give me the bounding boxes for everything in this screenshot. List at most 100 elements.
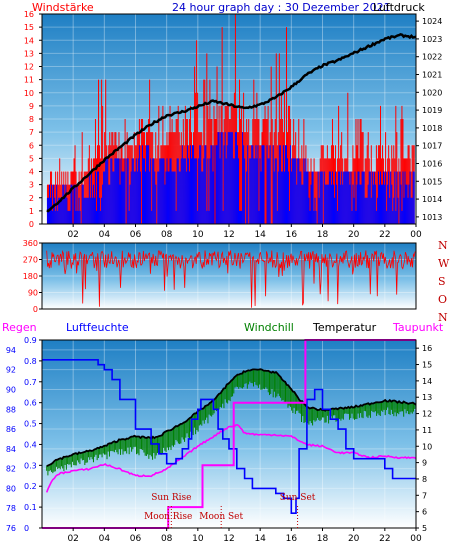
temperature-y-tick-label: 12 (422, 410, 432, 419)
pressure-y-tick-label: 1016 (422, 159, 442, 168)
humidity-line (42, 359, 416, 514)
humidity-y-tick-label: 78 (6, 504, 16, 513)
windchill-label: Windchill (244, 321, 294, 334)
temperature-y-tick-label: 15 (422, 361, 432, 370)
pressure-y-tick-label: 1021 (422, 71, 442, 80)
wind-direction-line (46, 249, 416, 308)
x-tick-label: 12 (223, 534, 234, 544)
pressure-y-tick-label: 1024 (422, 17, 442, 26)
pressure-y-tick-label: 1015 (422, 177, 442, 186)
dewpoint-label: Taupunkt (392, 321, 444, 334)
x-tick-label: 00 (410, 534, 422, 544)
wind-y-tick-label: 0 (29, 220, 34, 229)
wind-y-tick-label: 12 (24, 63, 34, 72)
wind-speed-label: Windstärke (32, 1, 94, 14)
compass-label: O (438, 293, 447, 306)
wind-y-tick-label: 15 (24, 23, 34, 32)
humidity-y-tick-label: 90 (6, 385, 16, 394)
rain-y-tick-label: 0.8 (24, 357, 37, 366)
humidity-y-tick-label: 86 (6, 425, 16, 434)
wind-direction-frame (41, 242, 417, 310)
rain-y-tick-label: 0.1 (24, 503, 37, 512)
x-tick-label: 20 (348, 230, 360, 240)
pressure-y-tick-label: 1018 (422, 124, 442, 133)
humidity-y-tick-label: 76 (6, 524, 16, 533)
pressure-y-tick-label: 1014 (422, 195, 442, 204)
x-tick-label: 10 (192, 230, 204, 240)
wind-y-tick-label: 1 (29, 207, 34, 216)
rain-line (42, 339, 416, 529)
direction-y-tick-label: 90 (28, 289, 38, 298)
temperature-y-tick-label: 8 (422, 475, 427, 484)
pressure-y-tick-label: 1013 (422, 213, 442, 222)
wind-y-tick-label: 14 (24, 36, 34, 45)
humidity-label: Luftfeuchte (66, 321, 129, 334)
x-tick-label: 08 (161, 534, 173, 544)
x-tick-label: 06 (130, 534, 142, 544)
x-tick-label: 00 (410, 230, 422, 240)
wind-y-tick-label: 5 (29, 154, 34, 163)
x-tick-label: 04 (99, 534, 111, 544)
temperature-y-tick-label: 16 (422, 344, 432, 353)
x-tick-label: 22 (379, 534, 390, 544)
temperature-y-tick-label: 6 (422, 508, 427, 517)
x-tick-label: 12 (223, 230, 234, 240)
temperature-y-tick-label: 9 (422, 459, 427, 468)
wind-y-tick-label: 2 (29, 194, 34, 203)
x-tick-label: 14 (254, 230, 266, 240)
humidity-y-tick-label: 88 (6, 405, 16, 414)
astro-events: Moon Rise Sun Rise Moon Set Sun Set (144, 493, 316, 528)
x-tick-label: 06 (130, 230, 142, 240)
event-label: Moon Rise (144, 512, 192, 522)
temperature-y-tick-label: 5 (422, 524, 427, 533)
wind-pressure-axes: 0123456789101112131415161013101410151016… (24, 10, 443, 240)
chart-title: 24 hour graph day : 30 Dezember 2021 (172, 1, 391, 14)
wind-y-tick-label: 13 (24, 49, 34, 58)
compass-label: W (438, 257, 450, 270)
wind-y-tick-label: 16 (24, 10, 34, 19)
x-tick-label: 10 (192, 534, 204, 544)
wind-y-tick-label: 10 (24, 89, 34, 98)
humidity-y-tick-label: 80 (6, 484, 16, 493)
humidity-y-tick-label: 94 (6, 346, 16, 355)
compass-label: S (438, 275, 446, 288)
x-tick-label: 04 (99, 230, 111, 240)
compass-label: N (438, 311, 448, 324)
rain-y-tick-label: 0.9 (24, 336, 37, 345)
climate-plot-area (42, 340, 416, 528)
climate-series (42, 339, 417, 529)
x-tick-label: 02 (67, 230, 78, 240)
direction-y-tick-label: 180 (23, 272, 38, 281)
wind-y-tick-label: 4 (29, 168, 34, 177)
wind-low-series (46, 132, 415, 224)
temperature-y-tick-label: 11 (422, 426, 432, 435)
event-label: Moon Set (199, 512, 243, 522)
pressure-line (46, 32, 417, 213)
wind-direction-grid (42, 242, 416, 310)
wind-y-tick-label: 6 (29, 141, 34, 150)
x-tick-label: 22 (379, 230, 390, 240)
wind-direction-series (46, 249, 416, 308)
x-tick-label: 08 (161, 230, 173, 240)
pressure-label: Luftdruck (373, 1, 425, 14)
x-tick-label: 16 (286, 534, 298, 544)
rain-y-tick-label: 0.6 (24, 399, 37, 408)
rain-y-tick-label: 0.7 (24, 378, 37, 387)
pressure-y-tick-label: 1017 (422, 142, 442, 151)
temperature-y-tick-label: 10 (422, 442, 432, 451)
temperature-y-tick-label: 7 (422, 491, 427, 500)
wind-y-tick-label: 8 (29, 115, 34, 124)
x-tick-label: 18 (317, 534, 329, 544)
wind-y-tick-label: 3 (29, 181, 34, 190)
compass-label: N (438, 239, 448, 252)
rain-y-tick-label: 0.4 (24, 440, 37, 449)
wind-y-tick-label: 7 (29, 128, 34, 137)
x-tick-label: 16 (286, 230, 298, 240)
direction-y-tick-label: 0 (33, 305, 38, 314)
wind-y-tick-label: 9 (29, 102, 34, 111)
rain-y-tick-label: 0.3 (24, 461, 37, 470)
rain-y-tick-label: 0.5 (24, 420, 37, 429)
event-label: Sun Rise (151, 493, 191, 503)
